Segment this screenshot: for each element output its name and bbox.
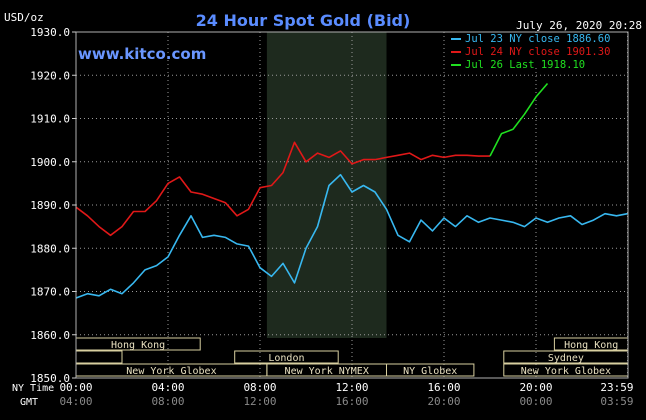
x-tick-label-ny: 23:59 bbox=[600, 381, 633, 394]
nymex-shaded-region bbox=[266, 32, 387, 338]
y-tick-label: 1860.0 bbox=[30, 329, 70, 342]
series-line bbox=[489, 82, 549, 157]
x-tick-label-ny: 04:00 bbox=[151, 381, 184, 394]
y-axis-ticks: 1930.0 1920.0 1910.0 1900.0 1890.0 1880.0 1870… bbox=[30, 26, 76, 385]
x-tick-label-ny: 08:00 bbox=[243, 381, 276, 394]
x-tick-label-ny: 20:00 bbox=[519, 381, 552, 394]
x-tick-label-gmt: 04:00 bbox=[59, 395, 92, 408]
session-label: Hong Kong bbox=[111, 340, 165, 351]
y-tick-label: 1910.0 bbox=[30, 113, 70, 126]
legend-entry: Jul 23 NY close 1886.60 bbox=[465, 33, 610, 45]
session-label: Sydney bbox=[548, 353, 584, 364]
legend-background bbox=[447, 33, 627, 67]
y-tick-label: 1900.0 bbox=[30, 156, 70, 169]
x-tick-label-gmt: 03:59 bbox=[600, 395, 633, 408]
x-tick-label-gmt: 16:00 bbox=[335, 395, 368, 408]
session-label: New York Globex bbox=[126, 366, 216, 377]
y-tick-label: 1890.0 bbox=[30, 199, 70, 212]
session-box bbox=[234, 350, 339, 364]
y-tick-label: 1880.0 bbox=[30, 242, 70, 255]
market-sessions: Hong Kong Hong Kong London Sydney New York G… bbox=[75, 337, 629, 377]
x-tick-label-gmt: 00:00 bbox=[519, 395, 552, 408]
y-tick-label: 1930.0 bbox=[30, 26, 70, 39]
y-tick-label: 1850.0 bbox=[30, 372, 70, 385]
price-series bbox=[75, 82, 628, 299]
session-label: London bbox=[268, 353, 304, 364]
legend-entry: Jul 26 Last 1918.10 bbox=[465, 59, 585, 71]
chart-title: 24 Hour Spot Gold (Bid) bbox=[196, 11, 411, 30]
session-label: New York NYMEX bbox=[285, 366, 369, 377]
x-tick-label-ny: 16:00 bbox=[427, 381, 460, 394]
x-tick-label-ny: 00:00 bbox=[59, 381, 92, 394]
x-axis-ny-label: NY Time bbox=[12, 383, 54, 394]
x-tick-label-ny: 12:00 bbox=[335, 381, 368, 394]
x-tick-label-gmt: 12:00 bbox=[243, 395, 276, 408]
x-axis-gmt-label: GMT bbox=[20, 397, 38, 408]
session-label: NY Globex bbox=[403, 366, 457, 377]
session-box bbox=[386, 363, 475, 377]
series-line bbox=[75, 173, 628, 299]
legend-entry: Jul 24 NY close 1901.30 bbox=[465, 46, 610, 58]
x-axis-ticks: 00:0004:0004:0008:0008:0012:0012:0016:00… bbox=[59, 381, 633, 408]
session-label: Hong Kong bbox=[564, 340, 618, 351]
x-tick-label-gmt: 20:00 bbox=[427, 395, 460, 408]
session-label: New York Globex bbox=[521, 366, 611, 377]
watermark-kitco: www.kitco.com bbox=[78, 45, 206, 63]
series-line bbox=[75, 141, 490, 237]
x-tick-label-gmt: 08:00 bbox=[151, 395, 184, 408]
date-stamp: July 26, 2020 20:28 bbox=[516, 19, 642, 32]
y-axis-label: USD/oz bbox=[4, 11, 44, 24]
y-tick-label: 1870.0 bbox=[30, 286, 70, 299]
y-tick-label: 1920.0 bbox=[30, 69, 70, 82]
grid-lines bbox=[75, 31, 629, 379]
